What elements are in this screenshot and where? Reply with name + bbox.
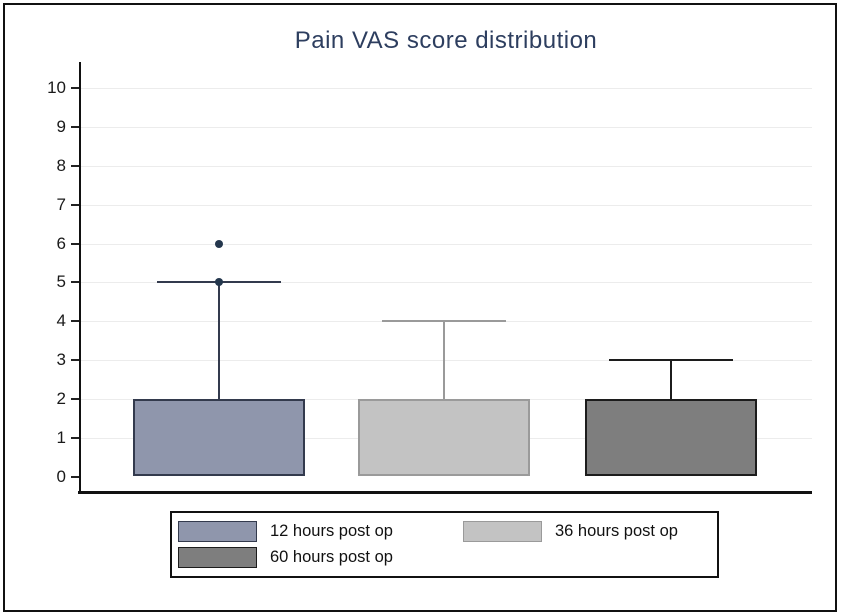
legend-label: 12 hours post op [270,522,393,540]
y-axis-tick [71,436,79,439]
y-axis-tick-label: 1 [56,427,66,447]
y-axis-tick [71,242,79,245]
legend-item-12-hours-post-op: 12 hours post op [178,521,463,542]
chart-title: Pain VAS score distribution [294,27,598,54]
y-axis-tick-label: 8 [56,155,66,175]
gridline [81,360,812,362]
y-axis-tick-label: 6 [56,233,66,253]
y-axis-tick-label: 3 [56,350,66,370]
y-axis-line [79,62,81,494]
box-plot-60-hours-post-op [585,398,757,477]
y-axis-tick-label: 0 [56,466,66,486]
y-axis-tick [71,164,79,167]
legend-label: 60 hours post op [270,548,393,566]
legend-swatch-60-hours-post-op [178,547,257,568]
whisker-line-36-hours-post-op [443,321,445,399]
y-axis-tick [71,203,79,206]
legend-swatch-36-hours-post-op [463,521,542,542]
outlier-dot-12-hours-post-op [215,278,223,287]
y-axis-tick-label: 10 [47,78,66,98]
y-axis-tick [71,126,79,129]
y-axis-tick [71,281,79,284]
y-axis-tick-label: 4 [56,311,66,331]
legend: 12 hours post op 36 hours post op 60 hours… [170,511,719,578]
whisker-line-12-hours-post-op [218,282,220,399]
gridline [81,127,812,129]
y-axis-tick-label: 5 [56,272,66,292]
y-axis-tick [71,397,79,400]
gridline [81,204,812,206]
y-axis-tick [71,475,79,478]
legend-item-60-hours-post-op: 60 hours post op [178,547,463,568]
chart-frame [3,3,837,612]
y-axis-tick-label: 2 [56,388,66,408]
x-axis-line [78,491,812,494]
y-axis-tick [71,359,79,362]
gridline [81,243,812,245]
legend-swatch-12-hours-post-op [178,521,257,542]
gridline [81,282,812,284]
whisker-cap-60-hours-post-op [609,359,733,362]
outlier-dot-12-hours-post-op [215,239,223,248]
box-plot-12-hours-post-op [133,398,305,477]
whisker-cap-36-hours-post-op [382,320,506,323]
y-axis-tick [71,320,79,323]
gridline [81,88,812,90]
legend-label: 36 hours post op [555,522,678,540]
y-axis-tick-label: 9 [56,117,66,137]
y-axis-tick-label: 7 [56,194,66,214]
y-axis-tick [71,87,79,90]
legend-item-36-hours-post-op: 36 hours post op [463,521,711,542]
box-plot-36-hours-post-op [358,398,530,477]
whisker-line-60-hours-post-op [670,360,672,399]
gridline [81,165,812,167]
